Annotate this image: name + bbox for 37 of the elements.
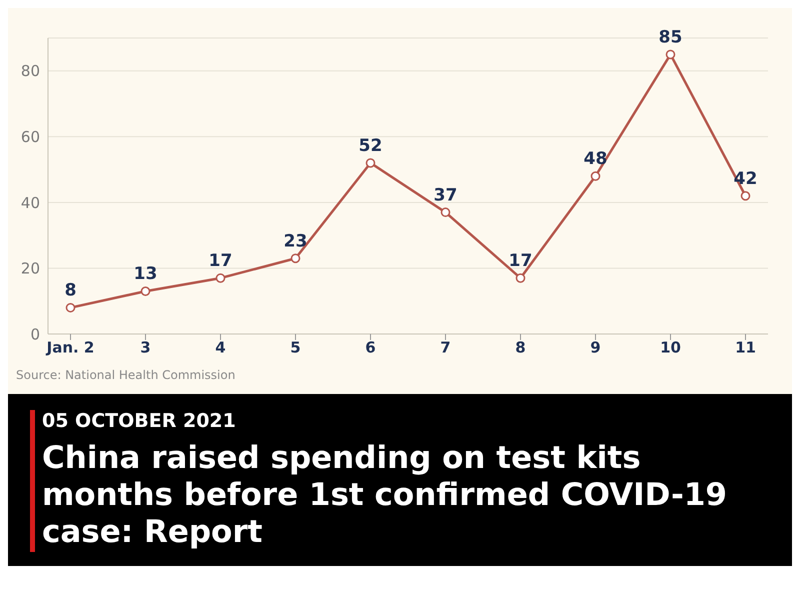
point: [440, 208, 450, 218]
data-label: 17: [208, 251, 232, 272]
y-tick-label: 40: [20, 194, 40, 212]
source-note: Source: National Health Commission: [16, 368, 236, 382]
x-tick-label: 5: [290, 338, 301, 357]
point: [740, 191, 750, 201]
y-tick-label: 20: [20, 260, 40, 278]
x-tick-label: 3: [140, 338, 151, 357]
x-tick-label: 10: [660, 338, 681, 357]
point: [140, 286, 150, 296]
point: [66, 302, 76, 312]
text: 05 OCTOBER 2021: [42, 410, 237, 432]
y-tick-label: 0: [30, 325, 40, 344]
x-tick-label: 9: [590, 338, 601, 357]
data-label: 17: [508, 251, 532, 272]
point: [590, 171, 600, 181]
data-label: 85: [658, 27, 682, 48]
text: China raised spending on test kits months before 1st confirmed COVID-19 case: Report: [42, 440, 728, 552]
x-tick-label: 6: [365, 338, 376, 357]
data-label: 48: [584, 149, 608, 170]
x-tick-label: 4: [215, 338, 226, 357]
x-tick-label: 8: [515, 338, 526, 357]
x-tick-label: 7: [440, 338, 451, 357]
data-label: 52: [358, 136, 382, 156]
point: [216, 273, 226, 283]
data-label: 23: [284, 231, 308, 252]
data-label: 37: [434, 185, 458, 206]
y-tick-label: 60: [20, 128, 40, 146]
data-label: 13: [134, 264, 158, 284]
y-tick-label: 80: [20, 62, 40, 80]
data-label: 8: [64, 280, 76, 301]
x-tick-label: Jan. 2: [46, 338, 94, 357]
x-tick-label: 11: [735, 338, 756, 357]
point: [290, 254, 300, 264]
point: [516, 273, 526, 283]
point: [366, 158, 376, 168]
point: [666, 50, 676, 60]
